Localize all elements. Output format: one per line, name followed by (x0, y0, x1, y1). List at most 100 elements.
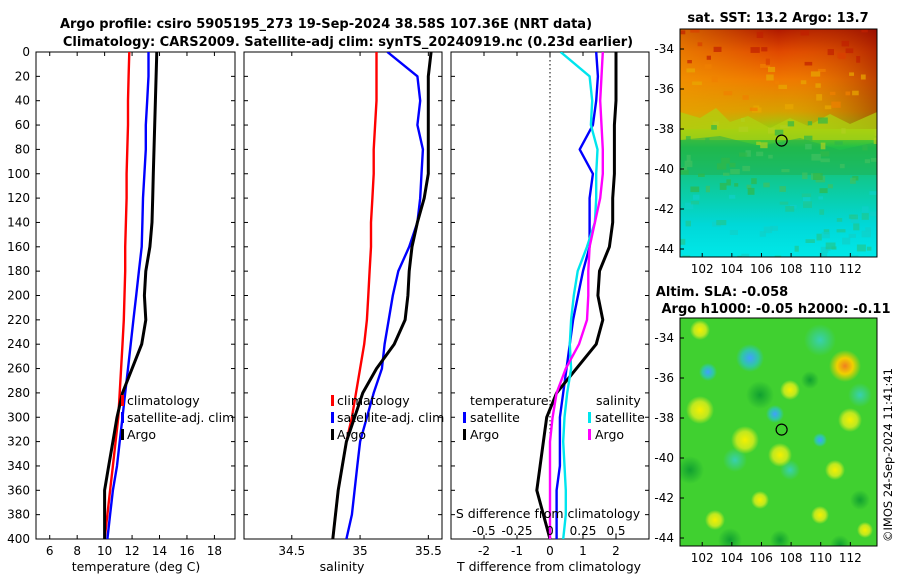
depth-tick-label: 240 (7, 337, 30, 351)
sst-pixel (807, 121, 813, 126)
depth-tick-label: 140 (7, 215, 30, 229)
legend-swatch-satellite (121, 412, 124, 423)
sst-pixel (802, 196, 811, 204)
sst-pixel (692, 81, 702, 86)
legend-label-satellite: satellite-adj. clim (127, 410, 234, 425)
sst-pixel (860, 74, 866, 80)
sst-pixel (734, 183, 739, 187)
difference-legend: temperature satellite Argo salinity sate… (463, 393, 645, 442)
legend-label-argo: Argo (337, 427, 366, 442)
sst-pixel (740, 118, 745, 122)
sst-pixel (861, 213, 869, 220)
difference-xlabel: T difference from climatology (456, 559, 642, 574)
legend-label-climatology: climatology (127, 393, 200, 408)
sst-pixel (759, 231, 766, 237)
depth-tick-label: 340 (7, 459, 30, 473)
legend-swatch-t-argo (463, 429, 466, 440)
lat-tick-label: -44 (654, 531, 674, 545)
sst-pixel (838, 52, 846, 60)
sst-pixel (842, 237, 851, 245)
lon-tick-label: 106 (750, 551, 773, 565)
legend-swatch-argo (121, 429, 124, 440)
lon-tick-label: 112 (839, 262, 862, 276)
sst-pixel (698, 173, 705, 177)
sst-pixel (820, 151, 830, 157)
sst-pixel (686, 154, 691, 162)
depth-tick-label: 120 (7, 191, 30, 205)
sst-pixel (728, 194, 736, 199)
sst-pixel (821, 231, 830, 239)
sst-pixel (811, 153, 821, 161)
lon-tick-label: 106 (750, 262, 773, 276)
sst-pixel (848, 233, 856, 238)
depth-tick-label: 100 (7, 167, 30, 181)
sst-pixel (820, 158, 830, 163)
sst-pixel (768, 127, 776, 134)
sst-pixel (730, 169, 740, 175)
sla-blob (811, 506, 829, 524)
depth-tick-label: 300 (7, 410, 30, 424)
sst-pixel (804, 135, 813, 141)
sst-pixel (856, 244, 866, 252)
sla-blob (746, 381, 774, 409)
legend-swatch-satellite (331, 412, 334, 423)
sst-pixel (818, 117, 828, 124)
sst-pixel (813, 173, 823, 180)
legend-swatch-climatology (331, 395, 334, 406)
depth-tick-label: 180 (7, 264, 30, 278)
sst-texture (680, 29, 877, 257)
sst-pixel (781, 169, 790, 173)
lon-tick-label: 110 (809, 262, 832, 276)
sst-map-frame (679, 28, 878, 258)
sst-pixel (719, 182, 727, 190)
sst-pixel (816, 233, 822, 241)
sst-pixel (760, 142, 768, 149)
x-tick-label: 16 (179, 544, 194, 558)
sst-pixel (690, 29, 700, 33)
series-line-argo (103, 52, 159, 539)
legend-swatch-climatology (121, 395, 124, 406)
legend-title-salinity: salinity (596, 393, 641, 408)
sst-pixel (794, 245, 799, 252)
x-tick-label: 35.5 (415, 544, 442, 558)
sst-pixel (741, 253, 750, 257)
sst-pixel (866, 246, 872, 251)
sst-pixel (827, 49, 834, 56)
sst-pixel (746, 184, 752, 189)
sst-pixel (853, 223, 860, 231)
sst-pixel (726, 179, 731, 186)
series-line-t-satellite (555, 52, 600, 539)
lat-tick-label: -44 (654, 242, 674, 256)
sst-pixel (845, 48, 854, 54)
legend-label-t-argo: Argo (470, 427, 499, 442)
sst-pixel (864, 159, 870, 164)
sst-pixel (856, 56, 861, 63)
sst-pixel (761, 47, 768, 52)
sst-pixel (829, 91, 836, 96)
sst-argo-position-marker (775, 134, 788, 147)
sst-pixel (742, 95, 749, 100)
x-tick-label: 1 (579, 544, 587, 558)
sst-pixel (779, 201, 789, 205)
sla-blob (825, 460, 845, 480)
depth-tick-label: 20 (15, 69, 30, 83)
sst-pixel (756, 31, 764, 38)
sst-pixel (849, 72, 854, 76)
depth-tick-label: 0 (22, 45, 30, 59)
sst-pixel (800, 30, 810, 36)
difference-series (535, 52, 618, 539)
sst-pixel (861, 230, 871, 238)
sla-blob (731, 426, 759, 454)
sst-map (680, 29, 877, 257)
header-line-1: Argo profile: csiro 5905195_273 19-Sep-2… (60, 17, 592, 32)
sst-pixel (817, 68, 826, 72)
x-tick-label: 0 (546, 544, 554, 558)
sla-blob (699, 363, 717, 381)
lat-tick-label: -40 (654, 451, 674, 465)
sst-pixel (836, 218, 843, 222)
legend-swatch-t-satellite (463, 412, 466, 423)
legend-title-temperature: temperature (470, 393, 549, 408)
sst-pixel (680, 169, 689, 175)
series-line-satellite-adj-clim (106, 52, 150, 539)
legend-swatch-s-satellite (588, 412, 591, 423)
